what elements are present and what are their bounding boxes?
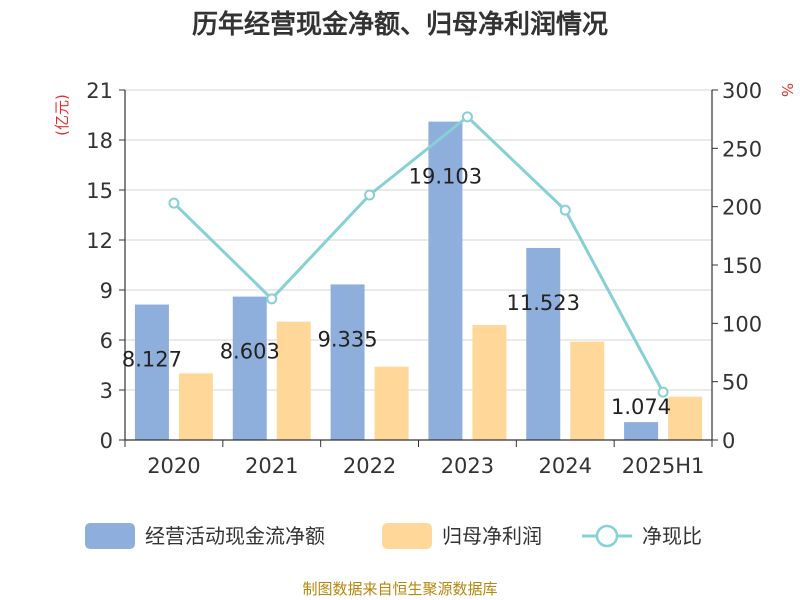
net-cash-ratio-point <box>168 197 180 209</box>
right-tick-label: 200 <box>722 196 762 220</box>
left-tick-label: 18 <box>86 129 113 153</box>
net-profit-bar <box>668 396 703 440</box>
right-axis: % 0 50 100 150 200 250 300 <box>711 79 796 453</box>
net-cash-ratio-point <box>461 111 473 123</box>
left-tick-label: 6 <box>100 329 113 353</box>
legend[interactable]: 经营活动现金流净额 归母净利润 净现比 <box>85 523 702 549</box>
net-profit-bar <box>472 325 507 440</box>
left-tick-label: 21 <box>86 79 113 103</box>
cashflow-data-label: 19.103 <box>409 165 482 189</box>
left-tick-label: 9 <box>100 279 113 303</box>
cashflow-data-label: 1.074 <box>611 395 671 419</box>
right-tick-label: 150 <box>722 254 762 278</box>
legend-item-net-cash-ratio[interactable]: 净现比 <box>582 524 702 548</box>
x-tick-label: 2025H1 <box>622 454 705 478</box>
net-cash-ratio-polyline <box>172 114 665 393</box>
right-axis-label: % <box>778 83 796 97</box>
cashflow-data-label: 9.335 <box>318 327 378 351</box>
left-tick-label: 0 <box>100 429 113 453</box>
right-tick-label: 100 <box>722 312 762 336</box>
left-tick-label: 12 <box>86 229 113 253</box>
legend-swatch-operating-cashflow <box>85 523 135 549</box>
right-tick-label: 250 <box>722 137 762 161</box>
x-tick-label: 2021 <box>245 454 298 478</box>
cashflow-bar <box>134 304 169 440</box>
x-tick-label: 2022 <box>343 454 396 478</box>
cashflow-data-label: 11.523 <box>507 291 580 315</box>
right-tick-label: 300 <box>722 79 762 103</box>
x-axis: 2020 2021 2022 2023 2024 2025H1 <box>124 439 713 478</box>
left-tick-label: 3 <box>100 379 113 403</box>
legend-label-net-profit: 归母净利润 <box>442 524 542 548</box>
cashflow-data-label: 8.603 <box>220 340 280 364</box>
legend-label-net-cash-ratio: 净现比 <box>642 524 702 548</box>
net-cash-ratio-point <box>559 204 571 216</box>
cashflow-bar <box>526 247 561 440</box>
x-tick-label: 2024 <box>539 454 592 478</box>
net-profit-bar <box>276 321 311 440</box>
cashflow-data-label: 8.127 <box>122 348 182 372</box>
data-labels: 8.127 8.603 9.335 19.103 11.523 1.074 <box>122 165 671 419</box>
cashflow-bar <box>330 284 365 440</box>
legend-swatch-marker-net-cash-ratio <box>595 524 619 548</box>
net-cash-ratio-line <box>168 111 669 398</box>
source-note: 制图数据来自恒生聚源数据库 <box>302 580 497 598</box>
net-cash-ratio-point <box>657 386 669 398</box>
net-profit-bar <box>178 373 213 440</box>
legend-swatch-net-profit <box>382 523 432 549</box>
right-tick-label: 50 <box>722 371 749 395</box>
legend-label-operating-cashflow: 经营活动现金流净额 <box>145 524 325 548</box>
net-profit-bar <box>570 341 605 440</box>
cashflow-bar <box>624 422 659 440</box>
left-tick-label: 15 <box>86 179 113 203</box>
left-axis-label: (亿元) <box>53 94 71 136</box>
x-tick-label: 2020 <box>147 454 200 478</box>
chart-title: 历年经营现金净额、归母净利润情况 <box>192 9 608 40</box>
net-profit-bar <box>374 366 409 440</box>
right-tick-label: 0 <box>722 429 735 453</box>
cashflow-bar <box>428 121 463 440</box>
bars <box>134 121 703 440</box>
grid-lines <box>125 89 712 441</box>
cashflow-bar <box>232 296 267 440</box>
legend-item-net-profit[interactable]: 归母净利润 <box>382 523 542 549</box>
net-cash-ratio-point <box>364 189 376 201</box>
x-tick-label: 2023 <box>441 454 494 478</box>
legend-item-operating-cashflow[interactable]: 经营活动现金流净额 <box>85 523 325 549</box>
net-cash-ratio-point <box>266 293 278 305</box>
left-axis: (亿元) 0 3 6 9 12 15 18 21 <box>53 79 126 453</box>
